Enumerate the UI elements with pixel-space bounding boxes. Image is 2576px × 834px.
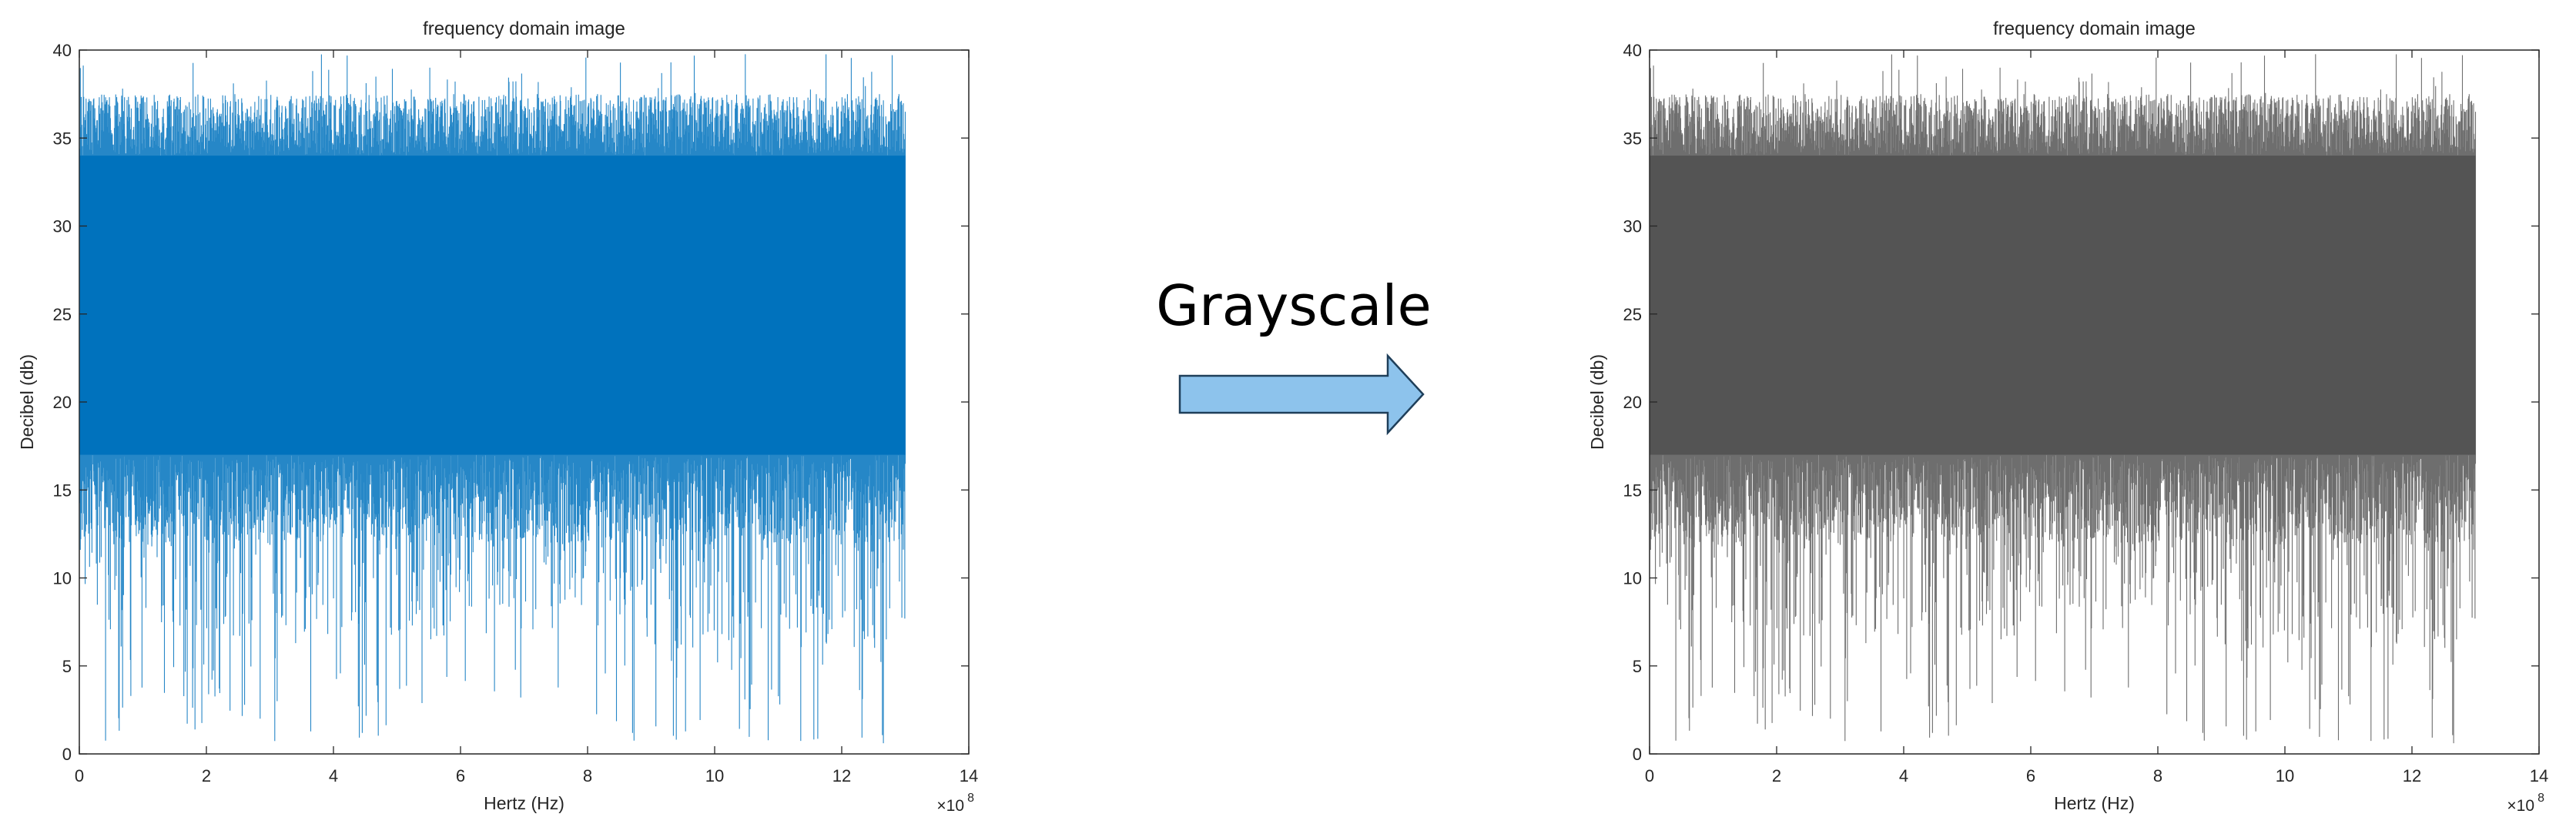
chart-2: 0 2 4 6 8 10 12 14 0 5 10 15 20 25 30 35 40 frequency dom…	[1587, 18, 2548, 815]
x-axis-label: Hertz (Hz)	[2054, 793, 2135, 813]
x-tick-label: 10	[2276, 766, 2294, 785]
chart-title: frequency domain image	[423, 18, 625, 39]
x-exponent-label: ×10	[2507, 797, 2534, 815]
x-tick-label: 14	[960, 766, 978, 785]
x-tick-label: 2	[1772, 766, 1781, 785]
y-tick-label: 15	[53, 481, 72, 500]
x-tick-label: 4	[1899, 766, 1908, 785]
y-tick-label: 15	[1623, 481, 1642, 500]
y-axis-label: Decibel (db)	[17, 354, 37, 450]
y-tick-label: 20	[1623, 393, 1642, 412]
y-tick-label: 25	[1623, 305, 1642, 324]
y-tick-label: 5	[1633, 657, 1642, 676]
y-tick-label: 40	[1623, 41, 1642, 60]
x-tick-label: 6	[456, 766, 465, 785]
x-tick-label: 14	[2530, 766, 2548, 785]
signal-spikes	[1650, 54, 2477, 744]
x-tick-label: 4	[329, 766, 338, 785]
x-tick-label: 8	[583, 766, 592, 785]
y-tick-label: 10	[53, 569, 72, 588]
chart-1: 0 2 4 6 8 10 12 14 0 5 10 15 20 25 30 35 40 frequency dom…	[17, 18, 978, 815]
chart-title: frequency domain image	[1993, 18, 2196, 39]
right-arrow-icon	[1178, 353, 1425, 436]
x-tick-label: 2	[202, 766, 211, 785]
y-tick-label: 35	[1623, 129, 1642, 148]
y-tick-label: 30	[1623, 217, 1642, 236]
grayscale-label: Grayscale	[1156, 273, 1432, 338]
y-tick-label: 20	[53, 393, 72, 412]
y-tick-label: 40	[53, 41, 72, 60]
signal-series	[1650, 54, 2477, 744]
y-tick-label: 10	[1623, 569, 1642, 588]
y-tick-label: 0	[62, 745, 72, 764]
y-tick-label: 35	[53, 129, 72, 148]
y-tick-label: 25	[53, 305, 72, 324]
x-tick-label: 0	[1645, 766, 1654, 785]
y-tick-label: 0	[1633, 745, 1642, 764]
y-axis-label: Decibel (db)	[1587, 354, 1607, 450]
x-exponent-power: 8	[2537, 792, 2544, 805]
signal-series	[79, 54, 906, 744]
y-tick-label: 30	[53, 217, 72, 236]
x-exponent-label: ×10	[936, 797, 964, 815]
x-tick-label: 12	[832, 766, 851, 785]
x-tick-label: 6	[2026, 766, 2035, 785]
y-tick-label: 5	[62, 657, 72, 676]
x-tick-label: 0	[75, 766, 84, 785]
x-tick-label: 12	[2403, 766, 2421, 785]
x-tick-label: 8	[2153, 766, 2162, 785]
x-tick-label: 10	[705, 766, 724, 785]
x-axis-label: Hertz (Hz)	[484, 793, 564, 813]
signal-spikes	[79, 54, 906, 744]
x-exponent-power: 8	[967, 792, 974, 805]
